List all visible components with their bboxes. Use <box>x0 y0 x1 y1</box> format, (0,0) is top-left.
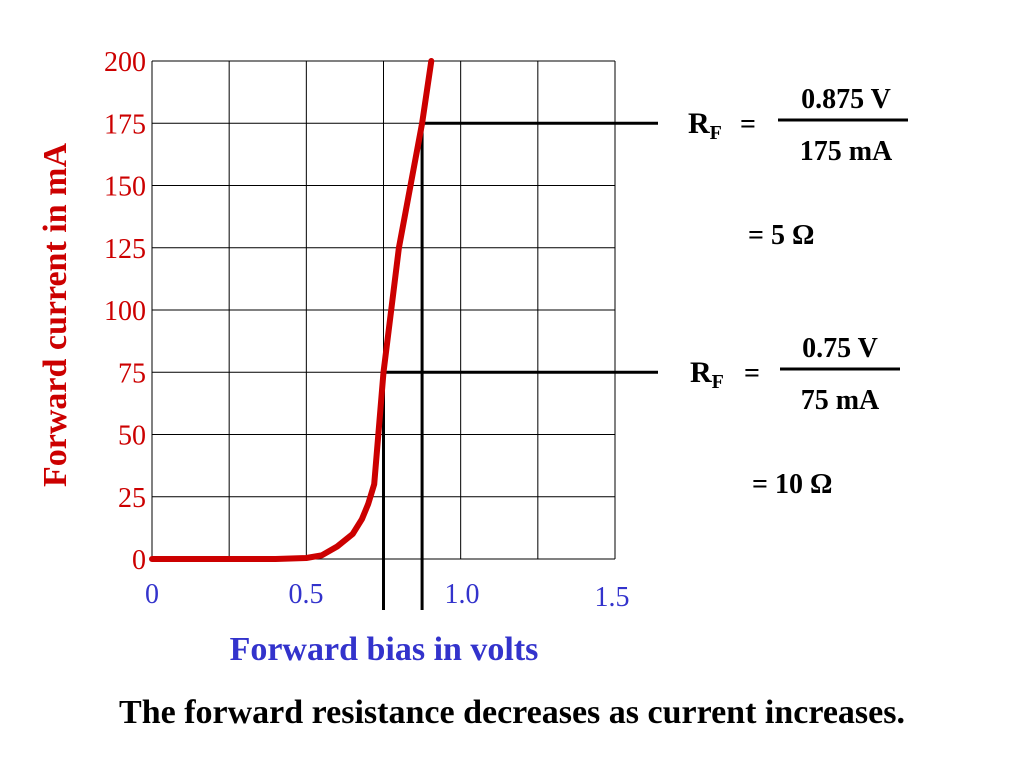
annotation-bottom: RF = 0.75 V 75 mA = 10 Ω <box>690 333 900 500</box>
x-tick-label: 0 <box>145 579 159 610</box>
rf-symbol: R <box>688 107 710 140</box>
annotation-top: RF = 0.875 V 175 mA = 5 Ω <box>688 84 908 251</box>
y-tick-label: 200 <box>104 47 146 78</box>
y-tick-label: 125 <box>104 234 146 265</box>
svg-text:RF: RF <box>690 356 724 393</box>
y-tick-label: 0 <box>132 545 146 576</box>
x-tick-label: 0.5 <box>289 579 324 610</box>
x-tick-label: 1.0 <box>445 579 480 610</box>
y-tick-label: 175 <box>104 109 146 140</box>
rf-subscript: F <box>712 371 724 393</box>
y-tick-label: 25 <box>118 483 146 514</box>
x-axis-label: Forward bias in volts <box>230 631 539 668</box>
caption: The forward resistance decreases as curr… <box>119 694 905 731</box>
x-tick-label: 1.5 <box>595 582 630 613</box>
equals-sign: = <box>744 358 760 389</box>
equals-sign: = <box>740 109 756 140</box>
reference-lines <box>382 121 658 610</box>
denominator: 175 mA <box>800 136 893 167</box>
y-axis-label: Forward current in mA <box>37 143 74 487</box>
y-tick-labels: 0 25 50 75 100 125 150 175 200 <box>104 47 146 576</box>
curve-group <box>149 58 435 562</box>
rf-subscript: F <box>710 122 722 144</box>
denominator: 75 mA <box>801 385 880 416</box>
y-tick-label: 50 <box>118 421 146 452</box>
numerator: 0.875 V <box>801 84 891 115</box>
rf-symbol: R <box>690 356 712 389</box>
series-line <box>149 58 435 562</box>
result: = 10 Ω <box>752 469 832 500</box>
y-tick-label: 100 <box>104 296 146 327</box>
y-tick-label: 75 <box>118 358 146 389</box>
grid <box>151 60 616 560</box>
x-tick-labels: 0 0.5 1.0 1.5 <box>145 579 630 613</box>
numerator: 0.75 V <box>802 333 878 364</box>
result: = 5 Ω <box>748 220 814 251</box>
svg-text:RF: RF <box>688 107 722 144</box>
y-tick-label: 150 <box>104 172 146 203</box>
